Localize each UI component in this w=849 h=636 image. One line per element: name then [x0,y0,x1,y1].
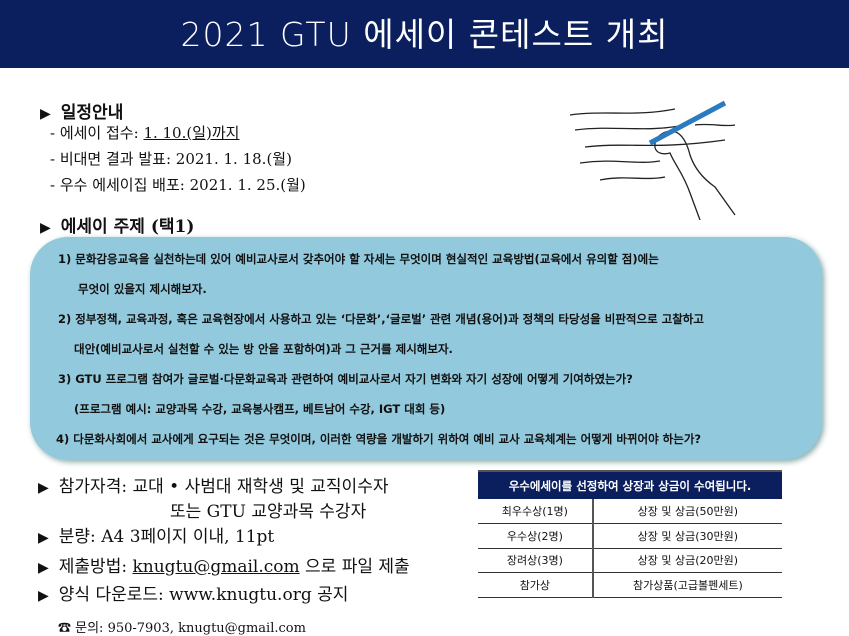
schedule-item: - 우수 에세이집 배포: 2021. 1. 25.(월) [50,176,306,194]
schedule-item: - 에세이 접수: 1. 10.(일)까지 [50,124,240,142]
topic-line: 1) 문화감응교육을 실천하는데 있어 예비교사로서 갖추어야 할 자세는 무엇… [58,252,659,266]
topic-line: 무엇이 있을지 제시해보자. [78,282,207,296]
awards-table: 우수에세이를 선정하여 상장과 상금이 수여됩니다. 최우수상(1명) 상장 및 … [478,470,782,598]
topics-box: 1) 문화감응교육을 실천하는데 있어 예비교사로서 갖추어야 할 자세는 무엇… [30,237,822,460]
table-row: 최우수상(1명) 상장 및 상금(50만원) [478,499,782,524]
email-link[interactable]: knugtu@gmail.com [132,557,300,577]
topic-line: 대안(예비교사로서 실천할 수 있는 방 안을 포함하여)과 그 근거를 제시해… [74,342,453,356]
eligibility: ▶ 참가자격: 교대 • 사범대 재학생 및 교직이수자 [38,477,389,497]
contact-info: ☎ 문의: 950-7903, knugtu@gmail.com [58,621,306,636]
table-row: 장려상(3명) 상장 및 상금(20만원) [478,548,782,573]
length: ▶ 분량: A4 3페이지 이내, 11pt [38,527,275,547]
eligibility-cont: 또는 GTU 교양과목 수강자 [170,502,367,522]
writing-hand-illustration [569,100,736,220]
submission: ▶ 제출방법: knugtu@gmail.com 으로 파일 제출 [38,557,410,577]
topic-line: 3) GTU 프로그램 참여가 글로벌·다문화교육과 관련하여 예비교사로서 자… [58,372,633,386]
table-row: 우수상(2명) 상장 및 상금(30만원) [478,523,782,549]
download: ▶ 양식 다운로드: www.knugtu.org 공지 [38,585,349,605]
table-row: 참가상 참가상품(고급볼펜세트) [478,572,782,598]
page-title: 2021 GTU 에세이 콘테스트 개최 [0,0,849,68]
awards-header: 우수에세이를 선정하여 상장과 상금이 수여됩니다. [478,470,782,499]
topic-line: (프로그램 예시: 교양과목 수강, 교육봉사캠프, 베트남어 수강, IGT … [74,402,446,416]
topics-heading: ▶ 에세이 주제 (택1) [40,217,195,237]
topic-line: 4) 다문화사회에서 교사에게 요구되는 것은 무엇이며, 이러한 역량을 개발… [56,432,702,446]
schedule-heading: ▶ 일정안내 [40,103,124,123]
topic-line: 2) 정부정책, 교육과정, 혹은 교육현장에서 사용하고 있는 ‘다문화’,‘… [58,312,704,326]
schedule-item: - 비대면 결과 발표: 2021. 1. 18.(월) [50,150,292,168]
